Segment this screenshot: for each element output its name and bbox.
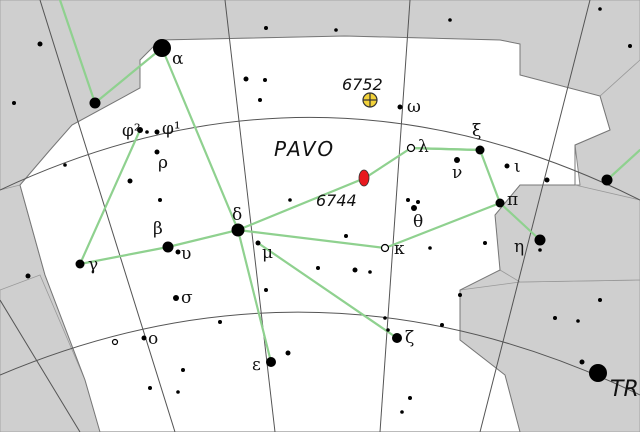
star-lambda [406, 143, 416, 153]
star-nu [454, 157, 460, 163]
star-epsilon [266, 357, 276, 367]
stars [12, 7, 632, 414]
ngc-6752-label: 6752 [342, 75, 383, 94]
label-gamma: γ [88, 255, 98, 275]
globular-cluster-6752-icon [362, 92, 378, 108]
star-xi [475, 145, 485, 155]
labels: PAVO TR 6752 6744 α β γ δ ε ζ η θ ι κ λ … [88, 49, 639, 402]
label-lambda: λ [418, 137, 429, 157]
open-stars [111, 143, 416, 346]
star-gamma [75, 259, 85, 269]
right-ascension-lines [0, 0, 591, 432]
star-pi [495, 198, 505, 208]
label-beta: β [153, 219, 163, 239]
label-omega: ω [407, 97, 421, 117]
galaxy-6744-icon [358, 169, 370, 187]
star-theta [411, 205, 417, 211]
label-sigma: σ [181, 288, 193, 308]
label-epsilon: ε [252, 355, 261, 375]
label-theta: θ [413, 212, 423, 232]
label-upsilon: υ [181, 244, 191, 264]
star-kappa [380, 243, 390, 253]
label-phi2: φ² [122, 121, 141, 141]
label-pi: π [507, 190, 518, 210]
label-iota: ι [514, 157, 521, 177]
star-eta [534, 234, 546, 246]
label-zeta: ζ [405, 328, 414, 348]
star-alpha [153, 39, 171, 57]
label-nu: ν [452, 163, 462, 183]
label-eta: η [514, 237, 524, 257]
label-xi: ξ [472, 121, 481, 141]
star-sigma [173, 295, 179, 301]
constellation-label: PAVO [274, 137, 335, 161]
star-mu [255, 240, 261, 246]
star-upsilon [175, 249, 181, 255]
label-mu: μ [262, 243, 273, 263]
label-kappa: κ [394, 239, 405, 259]
star-phi1 [154, 129, 160, 135]
star-omega [397, 104, 403, 110]
label-rho: ρ [158, 153, 168, 173]
star-delta [231, 223, 245, 237]
star-rho [154, 149, 160, 155]
label-delta: δ [232, 205, 242, 225]
ngc-6744-label: 6744 [316, 191, 357, 210]
neighbor-constellation-label: TR [610, 377, 639, 402]
star-omicron [141, 335, 147, 341]
label-omicron: ο [148, 329, 158, 349]
star-iota [504, 163, 510, 169]
star-zeta [392, 333, 402, 343]
star-beta [162, 241, 174, 253]
label-alpha: α [172, 49, 184, 69]
label-phi1: φ¹ [162, 119, 181, 139]
star-phi2 [137, 127, 143, 133]
